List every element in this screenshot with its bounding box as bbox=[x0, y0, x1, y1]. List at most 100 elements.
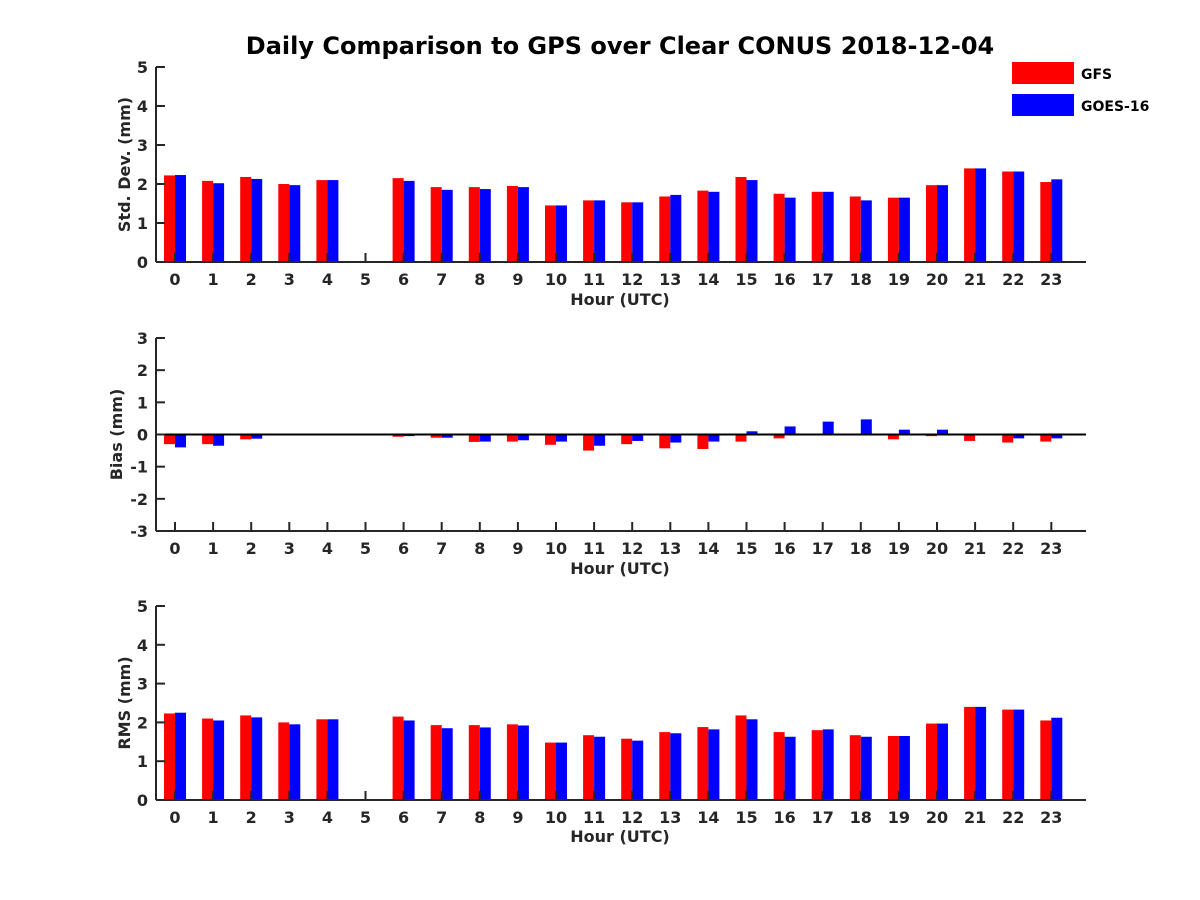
bar-goes16-hour-2 bbox=[251, 178, 263, 262]
bar-goes16-hour-13 bbox=[670, 194, 682, 262]
bar-gfs-hour-3 bbox=[278, 722, 290, 800]
y-tick-label: 4 bbox=[137, 636, 148, 655]
y-tick-label: 5 bbox=[137, 58, 148, 77]
bar-goes16-hour-8 bbox=[479, 434, 491, 442]
bar-gfs-hour-11 bbox=[583, 735, 595, 800]
x-tick-label: 21 bbox=[964, 808, 986, 827]
bar-gfs-hour-3 bbox=[278, 184, 290, 262]
bar-goes16-hour-9 bbox=[517, 434, 529, 441]
bar-gfs-hour-6 bbox=[392, 716, 404, 800]
bar-goes16-hour-14 bbox=[708, 729, 720, 800]
bar-goes16-hour-14 bbox=[708, 434, 720, 442]
x-tick-label: 9 bbox=[512, 270, 523, 289]
x-tick-label: 10 bbox=[545, 808, 567, 827]
bar-gfs-hour-11 bbox=[583, 200, 595, 262]
x-tick-label: 23 bbox=[1040, 539, 1062, 558]
legend-label-gfs: GFS bbox=[1081, 67, 1112, 83]
bar-gfs-hour-17 bbox=[811, 191, 823, 262]
bar-gfs-hour-7 bbox=[430, 434, 442, 438]
y-tick-label: 3 bbox=[137, 675, 148, 694]
bar-gfs-hour-10 bbox=[545, 434, 556, 445]
y-tick-label: 1 bbox=[137, 393, 148, 412]
x-tick-label: 11 bbox=[583, 539, 605, 558]
bar-gfs-hour-6 bbox=[392, 434, 404, 437]
bar-goes16-hour-6 bbox=[403, 720, 415, 800]
x-tick-label: 21 bbox=[964, 539, 986, 558]
bar-goes16-hour-22 bbox=[1013, 709, 1025, 800]
bar-goes16-hour-15 bbox=[746, 431, 758, 435]
bar-goes16-hour-12 bbox=[632, 434, 644, 441]
x-tick-label: 1 bbox=[208, 539, 219, 558]
bar-goes16-hour-0 bbox=[175, 712, 186, 800]
x-tick-label: 2 bbox=[246, 539, 257, 558]
x-tick-label: 8 bbox=[474, 270, 485, 289]
bar-gfs-hour-2 bbox=[240, 715, 252, 800]
x-tick-label: 9 bbox=[512, 539, 523, 558]
bar-gfs-hour-8 bbox=[468, 725, 480, 800]
x-tick-label: 17 bbox=[812, 808, 834, 827]
bar-gfs-hour-12 bbox=[621, 202, 633, 262]
bar-gfs-hour-12 bbox=[621, 738, 633, 800]
bar-gfs-hour-20 bbox=[926, 723, 937, 800]
bar-goes16-hour-8 bbox=[479, 727, 491, 800]
x-tick-label: 7 bbox=[436, 808, 447, 827]
bar-gfs-hour-15 bbox=[735, 434, 747, 442]
bar-goes16-hour-19 bbox=[898, 735, 910, 800]
bar-goes16-hour-19 bbox=[898, 429, 910, 435]
x-tick-label: 14 bbox=[697, 270, 719, 289]
bar-goes16-hour-14 bbox=[708, 191, 720, 262]
x-tick-label: 3 bbox=[284, 270, 295, 289]
bar-gfs-hour-9 bbox=[506, 185, 518, 262]
x-tick-label: 10 bbox=[545, 539, 567, 558]
bar-goes16-hour-17 bbox=[822, 729, 834, 800]
x-tick-label: 1 bbox=[208, 808, 219, 827]
x-tick-label: 23 bbox=[1040, 808, 1062, 827]
bar-gfs-hour-2 bbox=[240, 434, 252, 440]
bar-gfs-hour-4 bbox=[316, 180, 328, 262]
bar-goes16-hour-16 bbox=[784, 736, 796, 800]
bar-gfs-hour-8 bbox=[468, 187, 480, 262]
y-tick-label: 2 bbox=[137, 361, 148, 380]
bar-goes16-hour-18 bbox=[860, 736, 872, 800]
y-tick-label: 1 bbox=[137, 214, 148, 233]
bar-goes16-hour-10 bbox=[556, 742, 567, 800]
y-axis-label: RMS (mm) bbox=[115, 656, 134, 749]
x-tick-label: 20 bbox=[926, 270, 948, 289]
bar-gfs-hour-21 bbox=[964, 706, 976, 800]
bar-goes16-hour-4 bbox=[327, 719, 339, 800]
bar-goes16-hour-0 bbox=[175, 175, 186, 262]
y-axis-label: Bias (mm) bbox=[107, 389, 126, 481]
bar-gfs-hour-16 bbox=[773, 434, 785, 439]
bar-goes16-hour-16 bbox=[784, 197, 796, 262]
legend-label-goes16: GOES-16 bbox=[1081, 99, 1149, 115]
x-tick-label: 15 bbox=[735, 270, 757, 289]
bar-goes16-hour-7 bbox=[441, 728, 453, 800]
bar-goes16-hour-10 bbox=[556, 205, 567, 262]
bar-goes16-hour-11 bbox=[594, 434, 606, 446]
x-tick-label: 11 bbox=[583, 270, 605, 289]
y-tick-label: 3 bbox=[137, 136, 148, 155]
x-tick-label: 2 bbox=[246, 270, 257, 289]
x-axis-label: Hour (UTC) bbox=[570, 827, 670, 846]
x-tick-label: 6 bbox=[398, 539, 409, 558]
bar-gfs-hour-10 bbox=[545, 742, 556, 800]
x-tick-label: 6 bbox=[398, 808, 409, 827]
bar-gfs-hour-6 bbox=[392, 178, 404, 262]
y-tick-label: 5 bbox=[137, 597, 148, 616]
x-tick-label: 20 bbox=[926, 808, 948, 827]
bar-goes16-hour-7 bbox=[441, 189, 453, 262]
bar-gfs-hour-20 bbox=[926, 185, 937, 262]
x-tick-label: 4 bbox=[322, 808, 333, 827]
bar-gfs-hour-14 bbox=[697, 727, 709, 800]
x-tick-label: 22 bbox=[1002, 270, 1024, 289]
legend-swatch-goes16 bbox=[1012, 94, 1074, 116]
bar-gfs-hour-7 bbox=[430, 725, 442, 800]
bar-gfs-hour-13 bbox=[659, 196, 671, 262]
y-tick-label: 2 bbox=[137, 175, 148, 194]
bar-goes16-hour-21 bbox=[975, 706, 987, 800]
bar-goes16-hour-21 bbox=[975, 168, 987, 262]
x-tick-label: 3 bbox=[284, 808, 295, 827]
bar-gfs-hour-0 bbox=[164, 434, 175, 445]
x-tick-label: 9 bbox=[512, 808, 523, 827]
